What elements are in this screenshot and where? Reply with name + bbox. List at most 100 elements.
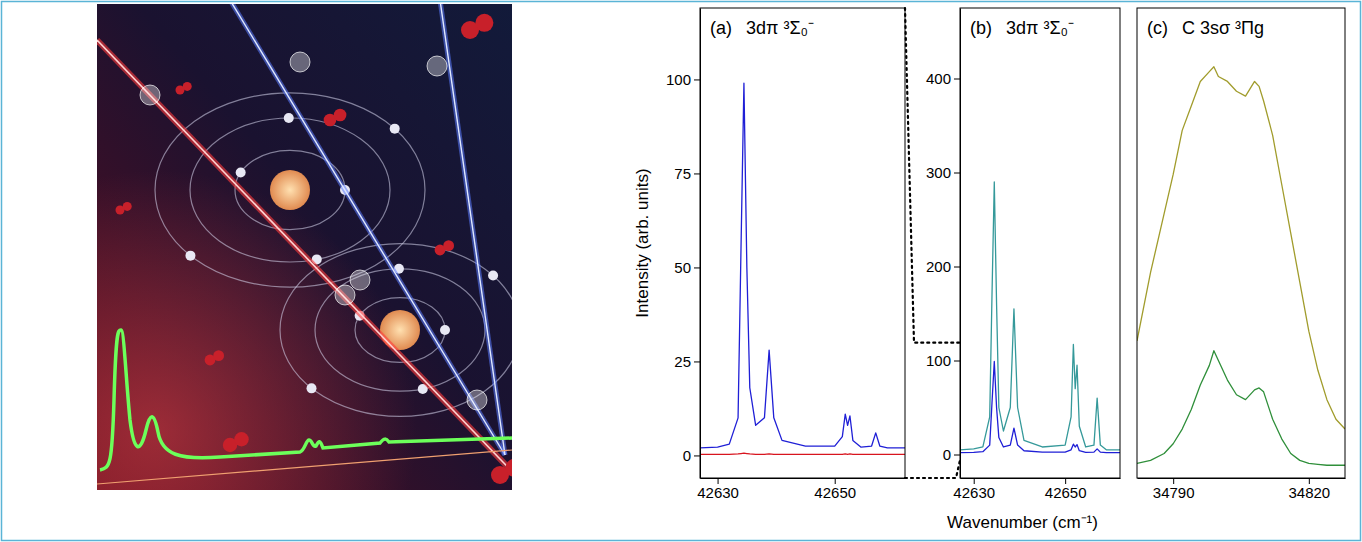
y-tick-mark <box>954 173 960 174</box>
red-beam-glow <box>97 40 512 485</box>
x-tick-label: 34790 <box>1153 484 1195 501</box>
y-axis-line <box>700 9 701 479</box>
x-axis: 42630 42650 <box>953 478 1120 501</box>
x-axis: 42630 42650 <box>697 478 905 501</box>
y-tick: 25 <box>674 353 700 370</box>
pulse <box>140 85 160 105</box>
nucleus <box>270 170 310 210</box>
electron <box>440 325 450 335</box>
electron <box>284 113 294 123</box>
plot-area <box>960 182 1120 453</box>
panel: 34790 34820 (c) C 3sσ ³Πg <box>1137 8 1346 501</box>
spectrum-line <box>960 361 1120 452</box>
y-tick: 300 <box>926 164 960 181</box>
y-tick-label: 100 <box>666 71 691 88</box>
molecule-atom <box>475 14 493 32</box>
red-glow <box>97 170 417 490</box>
y-tick-label: 0 <box>683 447 691 464</box>
panel-title: 3dπ ³Σ₀⁻ <box>1006 18 1074 38</box>
x-tick-label: 34820 <box>1288 484 1330 501</box>
molecule-atom <box>213 350 224 361</box>
x-axis-title: Wavenumber (cm⁻¹) <box>947 513 1098 532</box>
figure-border <box>2 2 1361 541</box>
pulse <box>467 390 487 410</box>
x-tick: 42650 <box>1045 478 1087 501</box>
electron <box>390 124 400 134</box>
panel: 42630426500255075100(a)3dπ ³Σ₀⁻Intensity… <box>633 8 906 501</box>
blue-beam <box>230 4 505 455</box>
x-tick: 34790 <box>1153 478 1195 501</box>
y-tick-label: 300 <box>926 164 951 181</box>
panel-label: (c) <box>1147 18 1168 38</box>
y-tick: 200 <box>926 258 960 275</box>
y-tick-mark <box>694 173 700 174</box>
spectrum-line <box>1137 351 1345 466</box>
x-axis-line <box>1138 478 1346 479</box>
y-axis: 0 25 50 75 100 <box>666 9 701 479</box>
plot-area <box>700 83 905 454</box>
pulse <box>427 56 447 76</box>
y-tick: 0 <box>683 447 700 464</box>
y-tick: 50 <box>674 259 700 276</box>
y-axis-line <box>960 9 961 479</box>
x-tick: 42630 <box>953 478 995 501</box>
spectrum-line <box>960 182 1120 450</box>
molecule-atom <box>234 432 248 446</box>
y-tick-label: 25 <box>674 353 691 370</box>
x-axis: 34790 34820 <box>1138 478 1346 501</box>
decorative-spectrum <box>100 330 512 470</box>
zoom-connector <box>905 8 960 343</box>
y-tick: 0 <box>943 446 960 463</box>
electron <box>236 167 246 177</box>
electron <box>307 383 317 393</box>
y-tick: 100 <box>926 352 960 369</box>
x-tick-label: 42630 <box>953 484 995 501</box>
blue-beam <box>440 4 505 455</box>
illustration <box>97 4 512 490</box>
plot-area <box>1137 67 1345 466</box>
y-tick-mark <box>954 455 960 456</box>
pulse <box>290 52 310 72</box>
pulse <box>335 285 355 305</box>
y-tick-mark <box>954 79 960 80</box>
y-tick-mark <box>694 79 700 80</box>
y-tick-mark <box>694 361 700 362</box>
x-tick: 42650 <box>814 478 856 501</box>
spectrum-line <box>700 83 905 448</box>
y-tick-label: 400 <box>926 70 951 87</box>
y-tick: 400 <box>926 70 960 87</box>
figure: 42630426500255075100(a)3dπ ³Σ₀⁻Intensity… <box>0 0 1362 542</box>
electron <box>185 251 195 261</box>
panel-title: C 3sσ ³Πg <box>1182 18 1264 38</box>
x-tick-label: 42630 <box>697 484 739 501</box>
x-axis-line <box>961 478 1121 479</box>
y-tick-mark <box>954 361 960 362</box>
plot-frame <box>700 8 905 478</box>
y-axis-title: Intensity (arb. units) <box>633 168 652 317</box>
panel: 42630426500100200300400(b)3dπ ³Σ₀⁻Wavenu… <box>926 8 1121 532</box>
x-tick-label: 42650 <box>1045 484 1087 501</box>
panel-title: 3dπ ³Σ₀⁻ <box>746 18 814 38</box>
spectrum-line <box>700 453 905 454</box>
orbit <box>315 269 485 391</box>
plot-frame <box>960 8 1120 478</box>
y-tick-label: 50 <box>674 259 691 276</box>
electron <box>488 270 498 280</box>
zoom-connector <box>905 460 960 478</box>
x-axis-line <box>701 478 906 479</box>
blue-beam-glow <box>230 4 505 455</box>
x-tick-label: 42650 <box>814 484 856 501</box>
y-tick-mark <box>954 267 960 268</box>
pulse <box>350 270 370 290</box>
molecule-atom <box>443 240 454 251</box>
y-tick-mark <box>694 267 700 268</box>
y-tick: 75 <box>674 165 700 182</box>
plot-frame <box>1137 8 1345 478</box>
x-tick: 42630 <box>697 478 739 501</box>
decorative-baseline <box>97 450 512 484</box>
molecule-atom <box>334 109 347 122</box>
blue-beam-glow <box>440 4 505 455</box>
red-beam <box>97 40 512 485</box>
y-axis: 0 100 200 300 400 <box>926 9 961 479</box>
y-tick-label: 100 <box>926 352 951 369</box>
